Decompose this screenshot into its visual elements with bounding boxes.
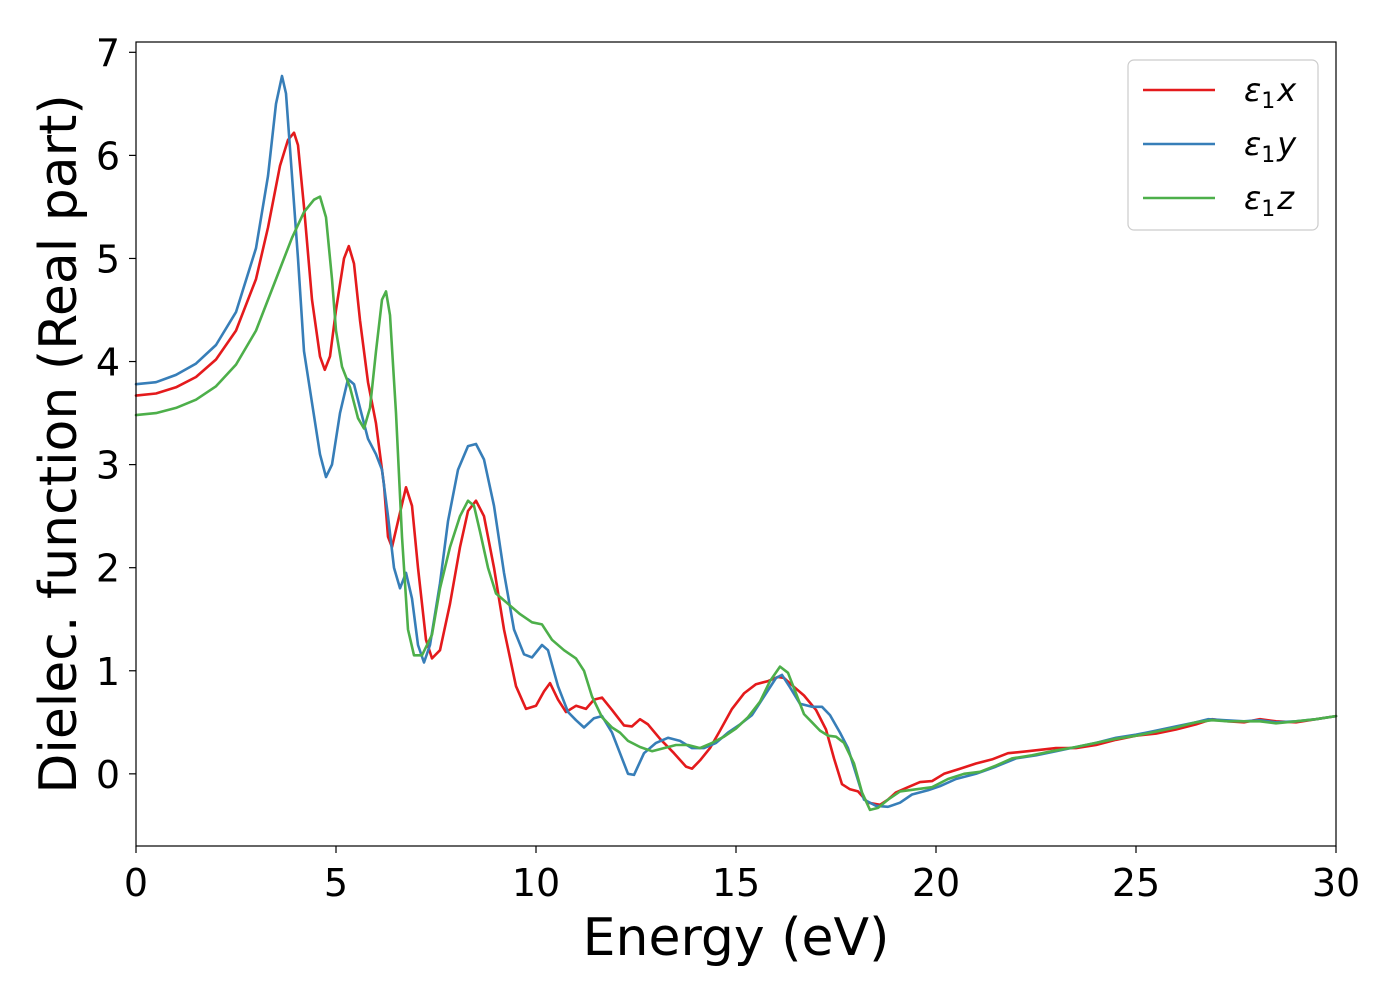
x-axis-title: Energy (eV)	[583, 908, 890, 968]
y-tick-label: 5	[96, 237, 120, 281]
legend-label-z: ε1z	[1244, 179, 1295, 222]
legend-label-x: ε1x	[1244, 71, 1297, 114]
y-tick-label: 1	[96, 650, 120, 694]
x-tick-label: 15	[712, 861, 760, 905]
x-tick-label: 20	[912, 861, 960, 905]
y-tick-label: 2	[96, 547, 120, 591]
legend-epsilon: ε	[1244, 71, 1261, 109]
series-line-z	[134, 195, 1338, 812]
legend-subscript: 1	[1261, 197, 1275, 222]
y-tick-label: 3	[96, 444, 120, 488]
y-tick-label: 6	[96, 134, 120, 178]
x-tick-label: 25	[1112, 861, 1160, 905]
y-axis-title: Dielec. function (Real part)	[29, 94, 89, 793]
series-line-y	[134, 74, 1338, 809]
legend-subscript: 1	[1261, 143, 1275, 168]
y-tick-label: 7	[96, 31, 120, 75]
series-line-x	[134, 131, 1338, 807]
x-axis-ticks: 0 5 10 15 20 25 30	[124, 846, 1360, 905]
x-tick-label: 30	[1312, 861, 1360, 905]
legend-variable: x	[1276, 71, 1297, 109]
x-tick-label: 5	[324, 861, 348, 905]
y-tick-label: 0	[96, 753, 120, 797]
x-tick-label: 0	[124, 861, 148, 905]
legend-epsilon: ε	[1244, 125, 1261, 163]
y-axis-ticks: 0 1 2 3 4 5 6 7	[96, 31, 136, 797]
legend-variable: y	[1276, 125, 1297, 163]
legend-label-y: ε1y	[1244, 125, 1297, 168]
legend-frame	[1127, 59, 1319, 231]
legend-subscript: 1	[1261, 89, 1275, 114]
legend-epsilon: ε	[1244, 179, 1261, 217]
x-tick-label: 10	[512, 861, 560, 905]
y-tick-label: 4	[96, 341, 120, 385]
legend-variable: z	[1276, 179, 1295, 217]
plot-lines	[134, 74, 1338, 812]
